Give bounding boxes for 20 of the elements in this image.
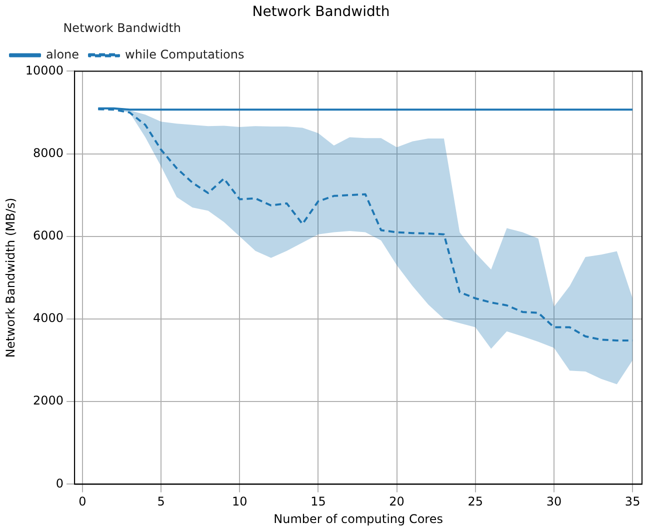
- x-tick-label: 15: [310, 494, 326, 509]
- x-tick-label: 10: [232, 494, 248, 509]
- y-tick-label: 10000: [25, 63, 64, 78]
- chart-title: Network Bandwidth: [252, 4, 390, 20]
- x-tick-label: 35: [624, 494, 640, 509]
- x-tick-label: 20: [389, 494, 404, 509]
- x-tick-label: 25: [468, 494, 484, 509]
- y-axis-title: Network Bandwidth (MB/s): [3, 198, 18, 358]
- x-tick-label: 0: [78, 494, 86, 509]
- legend-label: while Computations: [125, 47, 244, 62]
- x-tick-label: 30: [546, 494, 562, 509]
- y-tick-label: 4000: [33, 311, 64, 326]
- y-tick-label: 6000: [33, 228, 64, 243]
- x-tick-label: 5: [157, 494, 165, 509]
- y-tick-label: 2000: [33, 394, 64, 408]
- legend-title: Network Bandwidth: [63, 20, 182, 35]
- x-axis-title: Number of computing Cores: [274, 512, 443, 526]
- legend-label: alone: [46, 47, 80, 62]
- y-tick-label: 8000: [33, 146, 64, 160]
- y-tick-label: 0: [56, 476, 64, 490]
